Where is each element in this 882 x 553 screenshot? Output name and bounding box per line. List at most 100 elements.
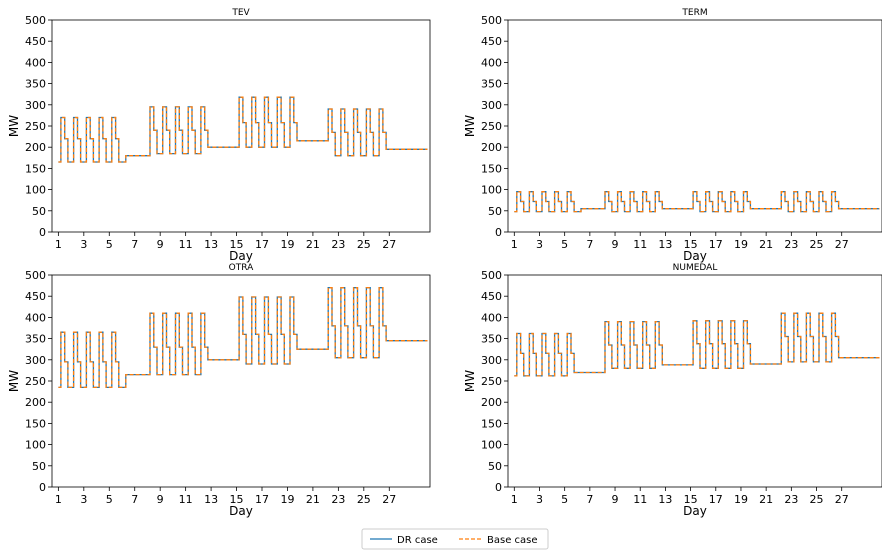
term-xtick-label: 11 [633, 238, 647, 251]
numedal-xtick-label: 25 [810, 493, 824, 506]
otra-ytick-label: 100 [25, 439, 46, 452]
term-xtick-label: 27 [835, 238, 849, 251]
numedal-xtick-label: 5 [561, 493, 568, 506]
term-ytick-label: 250 [481, 120, 502, 133]
term-xtick-label: 5 [561, 238, 568, 251]
otra-ytick-label: 200 [25, 396, 46, 409]
term-xtick-label: 1 [511, 238, 518, 251]
tev-plot-frame [51, 19, 431, 233]
tev-ytick-label: 250 [25, 120, 46, 133]
otra-xtick-label: 5 [106, 493, 113, 506]
otra-xtick-label: 17 [255, 493, 269, 506]
numedal-xtick-label: 17 [709, 493, 723, 506]
otra-xtick-label: 3 [80, 493, 87, 506]
numedal-xtick-label: 9 [612, 493, 619, 506]
tev-ytick-label: 50 [32, 205, 46, 218]
term-ytick-label: 300 [481, 99, 502, 112]
numedal-ylabel: MW [463, 370, 477, 392]
numedal-ytick-label: 150 [481, 417, 502, 430]
otra-xtick-label: 9 [157, 493, 164, 506]
term-ytick-label: 100 [481, 184, 502, 197]
legend-frame [361, 528, 549, 550]
tev-series-base-case [58, 96, 428, 163]
numedal-xtick-label: 21 [759, 493, 773, 506]
term-ytick-label: 500 [481, 14, 502, 27]
otra-xtick-label: 13 [204, 493, 218, 506]
otra-xtick-label: 11 [179, 493, 193, 506]
legend: DR case Base case [361, 528, 549, 550]
otra-xtick-label: 7 [131, 493, 138, 506]
otra-series-base-case [58, 287, 428, 389]
otra-xtick-label: 19 [280, 493, 294, 506]
numedal-ytick-label: 250 [481, 375, 502, 388]
term-ytick-label: 50 [488, 205, 502, 218]
tev-xlabel: Day [229, 249, 253, 263]
numedal-ytick-label: 450 [481, 290, 502, 303]
otra-ytick-label: 300 [25, 354, 46, 367]
term-xtick-label: 15 [684, 238, 698, 251]
term-xtick-label: 21 [759, 238, 773, 251]
numedal-ytick-label: 100 [481, 439, 502, 452]
tev-title: TEV [231, 8, 250, 18]
tev-xtick-label: 5 [106, 238, 113, 251]
term-xtick-label: 17 [709, 238, 723, 251]
numedal-xtick-label: 23 [784, 493, 798, 506]
numedal-ytick-label: 50 [488, 460, 502, 473]
otra-ytick-label: 450 [25, 290, 46, 303]
otra-xtick-label: 25 [357, 493, 371, 506]
tev-xtick-label: 21 [306, 238, 320, 251]
numedal-ytick-label: 500 [481, 269, 502, 282]
tev-ytick-label: 100 [25, 184, 46, 197]
term-xtick-label: 23 [784, 238, 798, 251]
legend-base-case-label: Base case [487, 535, 538, 546]
otra-ytick-label: 500 [25, 269, 46, 282]
term-ytick-label: 350 [481, 78, 502, 91]
numedal-xtick-label: 15 [684, 493, 698, 506]
tev-xtick-label: 13 [204, 238, 218, 251]
term-plot-frame [507, 19, 882, 233]
tev-ytick-label: 200 [25, 141, 46, 154]
numedal-xtick-label: 13 [658, 493, 672, 506]
term-xlabel: Day [683, 249, 707, 263]
term-title: TERM [681, 8, 707, 18]
term-ytick-label: 0 [495, 226, 502, 239]
term-xtick-label: 25 [810, 238, 824, 251]
tev-xtick-label: 23 [331, 238, 345, 251]
tev-ytick-label: 0 [39, 226, 46, 239]
otra-xtick-label: 21 [306, 493, 320, 506]
tev-ytick-label: 500 [25, 14, 46, 27]
term-ytick-label: 200 [481, 141, 502, 154]
tev-xtick-label: 15 [230, 238, 244, 251]
tev-xtick-label: 25 [357, 238, 371, 251]
otra-ytick-label: 0 [39, 481, 46, 494]
tev-xtick-label: 11 [179, 238, 193, 251]
tev-xtick-label: 1 [55, 238, 62, 251]
numedal-xtick-label: 19 [734, 493, 748, 506]
tev-xtick-label: 9 [157, 238, 164, 251]
otra-ylabel: MW [7, 370, 21, 392]
term-xtick-label: 9 [612, 238, 619, 251]
otra-xlabel: Day [229, 504, 253, 518]
tev-ytick-label: 350 [25, 78, 46, 91]
numedal-xlabel: Day [683, 504, 707, 518]
otra-ytick-label: 50 [32, 460, 46, 473]
term-ytick-label: 150 [481, 162, 502, 175]
numedal-xtick-label: 7 [586, 493, 593, 506]
tev-xtick-label: 19 [280, 238, 294, 251]
term-xtick-label: 7 [586, 238, 593, 251]
term-xtick-label: 3 [536, 238, 543, 251]
otra-plot-frame [51, 274, 431, 488]
otra-ytick-label: 250 [25, 375, 46, 388]
term-xtick-label: 13 [658, 238, 672, 251]
numedal-ytick-label: 400 [481, 311, 502, 324]
numedal-ytick-label: 200 [481, 396, 502, 409]
otra-xtick-label: 27 [382, 493, 396, 506]
legend-dr-case-label: DR case [397, 535, 438, 546]
tev-ytick-label: 450 [25, 35, 46, 48]
tev-xtick-label: 17 [255, 238, 269, 251]
term-series-base-case [514, 191, 880, 213]
term-ylabel: MW [463, 115, 477, 137]
numedal-ytick-label: 300 [481, 354, 502, 367]
